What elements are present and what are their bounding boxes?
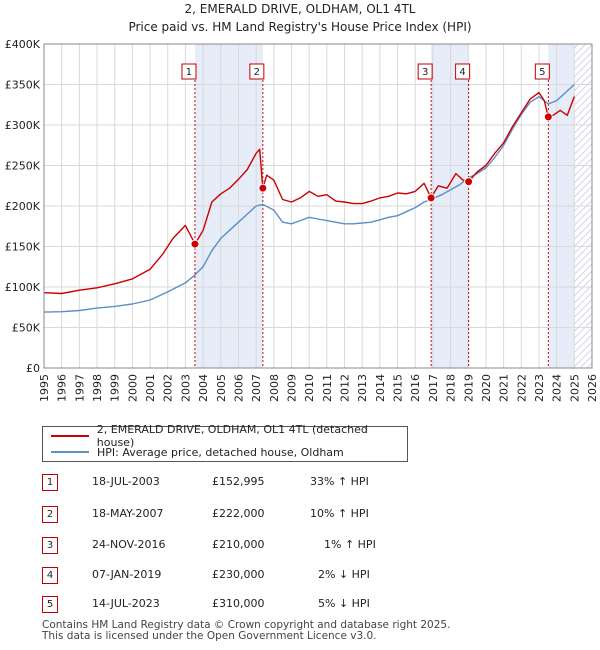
x-tick-label: 2011 — [321, 374, 334, 402]
transaction-number: 2 — [42, 506, 58, 523]
transaction-number: 5 — [42, 596, 58, 613]
y-tick-label: £100K — [5, 281, 41, 294]
y-tick-label: £150K — [5, 241, 41, 254]
transaction-row: 2 18-MAY-2007 £222,000 10% ↑ HPI — [42, 506, 562, 523]
x-tick-label: 2013 — [356, 374, 369, 402]
y-tick-label: £250K — [5, 160, 41, 173]
sale-label-box — [455, 63, 471, 80]
transaction-hpi: 2% ↓ HPI — [318, 568, 370, 581]
transaction-hpi: 33% ↑ HPI — [310, 475, 369, 488]
legend-item-property: 2, EMERALD DRIVE, OLDHAM, OL1 4TL (detac… — [51, 423, 407, 449]
transaction-number: 3 — [42, 537, 58, 554]
x-tick-label: 2017 — [427, 374, 440, 402]
x-tick-label: 2016 — [409, 374, 422, 402]
legend-swatch-property — [51, 435, 89, 437]
sale-point — [464, 177, 474, 187]
x-tick-label: 2026 — [586, 374, 599, 402]
legend-item-hpi: HPI: Average price, detached house, Oldh… — [51, 445, 344, 459]
x-tick-label: 1999 — [109, 374, 122, 402]
x-tick-label: 2000 — [126, 374, 139, 402]
plot-area: £0 £50K £100K £150K £200K £250K £300K £350K £400… — [5, 38, 599, 402]
legend-label-property: 2, EMERALD DRIVE, OLDHAM, OL1 4TL (detac… — [96, 423, 368, 449]
x-tick-label: 2012 — [339, 374, 352, 402]
series-line — [43, 83, 575, 313]
x-tick-label: 2007 — [250, 374, 263, 402]
x-tick-label: 1998 — [91, 374, 104, 402]
x-tick-label: 2005 — [215, 374, 228, 402]
sale-label-text: 4 — [459, 67, 465, 78]
x-tick-label: 2021 — [498, 374, 511, 402]
x-tick-label: 2006 — [232, 374, 245, 402]
transaction-row: 1 18-JUL-2003 £152,995 33% ↑ HPI — [42, 474, 562, 491]
sale-label-box — [181, 63, 197, 80]
transaction-row: 5 14-JUL-2023 £310,000 5% ↓ HPI — [42, 596, 562, 613]
x-tick-label: 2010 — [303, 374, 316, 402]
plot-border — [43, 43, 593, 369]
transaction-price: £222,000 — [212, 507, 265, 520]
transaction-hpi: 10% ↑ HPI — [310, 507, 369, 520]
x-tick-label: 2025 — [568, 374, 581, 402]
sale-label-box — [417, 63, 433, 80]
transaction-hpi: 1% ↑ HPI — [324, 538, 376, 551]
y-tick-label: £400K — [5, 38, 41, 51]
sale-point — [426, 193, 436, 203]
y-tick-label: £300K — [5, 119, 41, 132]
transaction-date: 14-JUL-2023 — [92, 597, 160, 610]
legend-swatch-hpi — [51, 451, 89, 453]
footer-license: This data is licensed under the Open Gov… — [42, 630, 377, 642]
x-tick-label: 2015 — [392, 374, 405, 402]
transaction-date: 07-JAN-2019 — [92, 568, 162, 581]
sale-label-text: 5 — [539, 67, 545, 78]
transaction-price: £230,000 — [212, 568, 265, 581]
sale-label-text: 2 — [254, 67, 260, 78]
sale-point — [190, 239, 200, 249]
legend-label-hpi: HPI: Average price, detached house, Oldh… — [97, 445, 344, 459]
y-tick-label: £0 — [26, 362, 40, 375]
footer: Contains HM Land Registry data © Crown c… — [42, 620, 450, 642]
transaction-price: £310,000 — [212, 597, 265, 610]
sale-label-text: 1 — [186, 67, 192, 78]
y-tick-label: £350K — [5, 79, 41, 92]
x-tick-label: 1995 — [38, 374, 51, 402]
sale-label-box — [534, 63, 550, 80]
x-tick-label: 2022 — [515, 374, 528, 402]
chart-title-line2: Price paid vs. HM Land Registry's House … — [128, 20, 471, 34]
sale-label-box — [249, 63, 265, 80]
x-tick-label: 2019 — [462, 374, 475, 402]
x-tick-label: 2014 — [374, 374, 387, 402]
x-tick-label: 2002 — [162, 374, 175, 402]
chart-title-line1: 2, EMERALD DRIVE, OLDHAM, OL1 4TL — [185, 2, 416, 16]
x-tick-label: 1997 — [73, 374, 86, 402]
transaction-row: 3 24-NOV-2016 £210,000 1% ↑ HPI — [42, 537, 562, 554]
x-tick-label: 1996 — [56, 374, 69, 402]
series-line — [43, 91, 575, 295]
transaction-price: £152,995 — [212, 475, 265, 488]
sale-point — [258, 183, 268, 193]
transaction-date: 18-MAY-2007 — [92, 507, 164, 520]
x-tick-label: 2018 — [445, 374, 458, 402]
y-tick-label: £50K — [12, 322, 41, 335]
transaction-date: 24-NOV-2016 — [92, 538, 166, 551]
transaction-number: 4 — [42, 567, 58, 584]
x-tick-label: 2020 — [480, 374, 493, 402]
transaction-hpi: 5% ↓ HPI — [318, 597, 370, 610]
transaction-price: £210,000 — [212, 538, 265, 551]
x-tick-label: 2001 — [144, 374, 157, 402]
x-tick-label: 2024 — [551, 374, 564, 402]
transaction-number: 1 — [42, 474, 58, 491]
sale-point — [543, 112, 553, 122]
x-tick-label: 2008 — [268, 374, 281, 402]
y-tick-label: £200K — [5, 200, 41, 213]
price-chart: 2, EMERALD DRIVE, OLDHAM, OL1 4TL Price … — [5, 2, 599, 402]
x-tick-label: 2009 — [285, 374, 298, 402]
footer-copyright: Contains HM Land Registry data © Crown c… — [42, 619, 451, 631]
legend: 2, EMERALD DRIVE, OLDHAM, OL1 4TL (detac… — [42, 423, 408, 462]
sale-label-text: 3 — [422, 67, 428, 78]
x-tick-label: 2023 — [533, 374, 546, 402]
x-tick-label: 2004 — [197, 374, 210, 402]
transaction-date: 18-JUL-2003 — [92, 475, 160, 488]
transaction-row: 4 07-JAN-2019 £230,000 2% ↓ HPI — [42, 567, 562, 584]
x-tick-label: 2003 — [179, 374, 192, 402]
